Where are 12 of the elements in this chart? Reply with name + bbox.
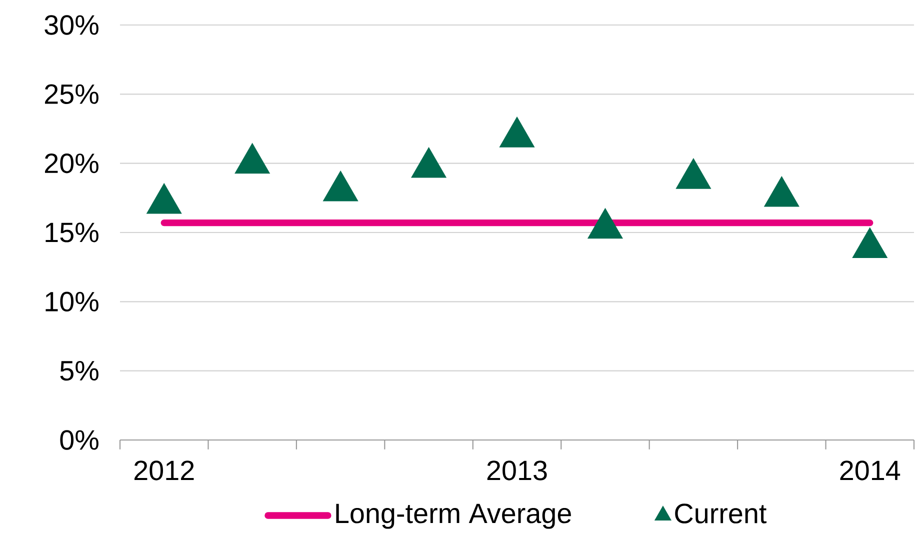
legend-label: Current — [675, 504, 766, 524]
y-tick-label: 0% — [60, 430, 98, 450]
y-tick-label: 20% — [44, 153, 98, 174]
y-tick-label: 10% — [46, 292, 98, 312]
x-tick-label: 2013 — [487, 460, 547, 480]
legend-label: Long-term Average — [336, 504, 571, 529]
x-tick-label: 2012 — [134, 460, 194, 480]
y-tick-label: 30% — [44, 15, 98, 35]
x-tick-label: 2014 — [840, 460, 900, 480]
y-tick-label: 25% — [44, 84, 98, 104]
y-tick-label: 5% — [60, 361, 98, 381]
y-tick-label: 15% — [46, 222, 98, 242]
